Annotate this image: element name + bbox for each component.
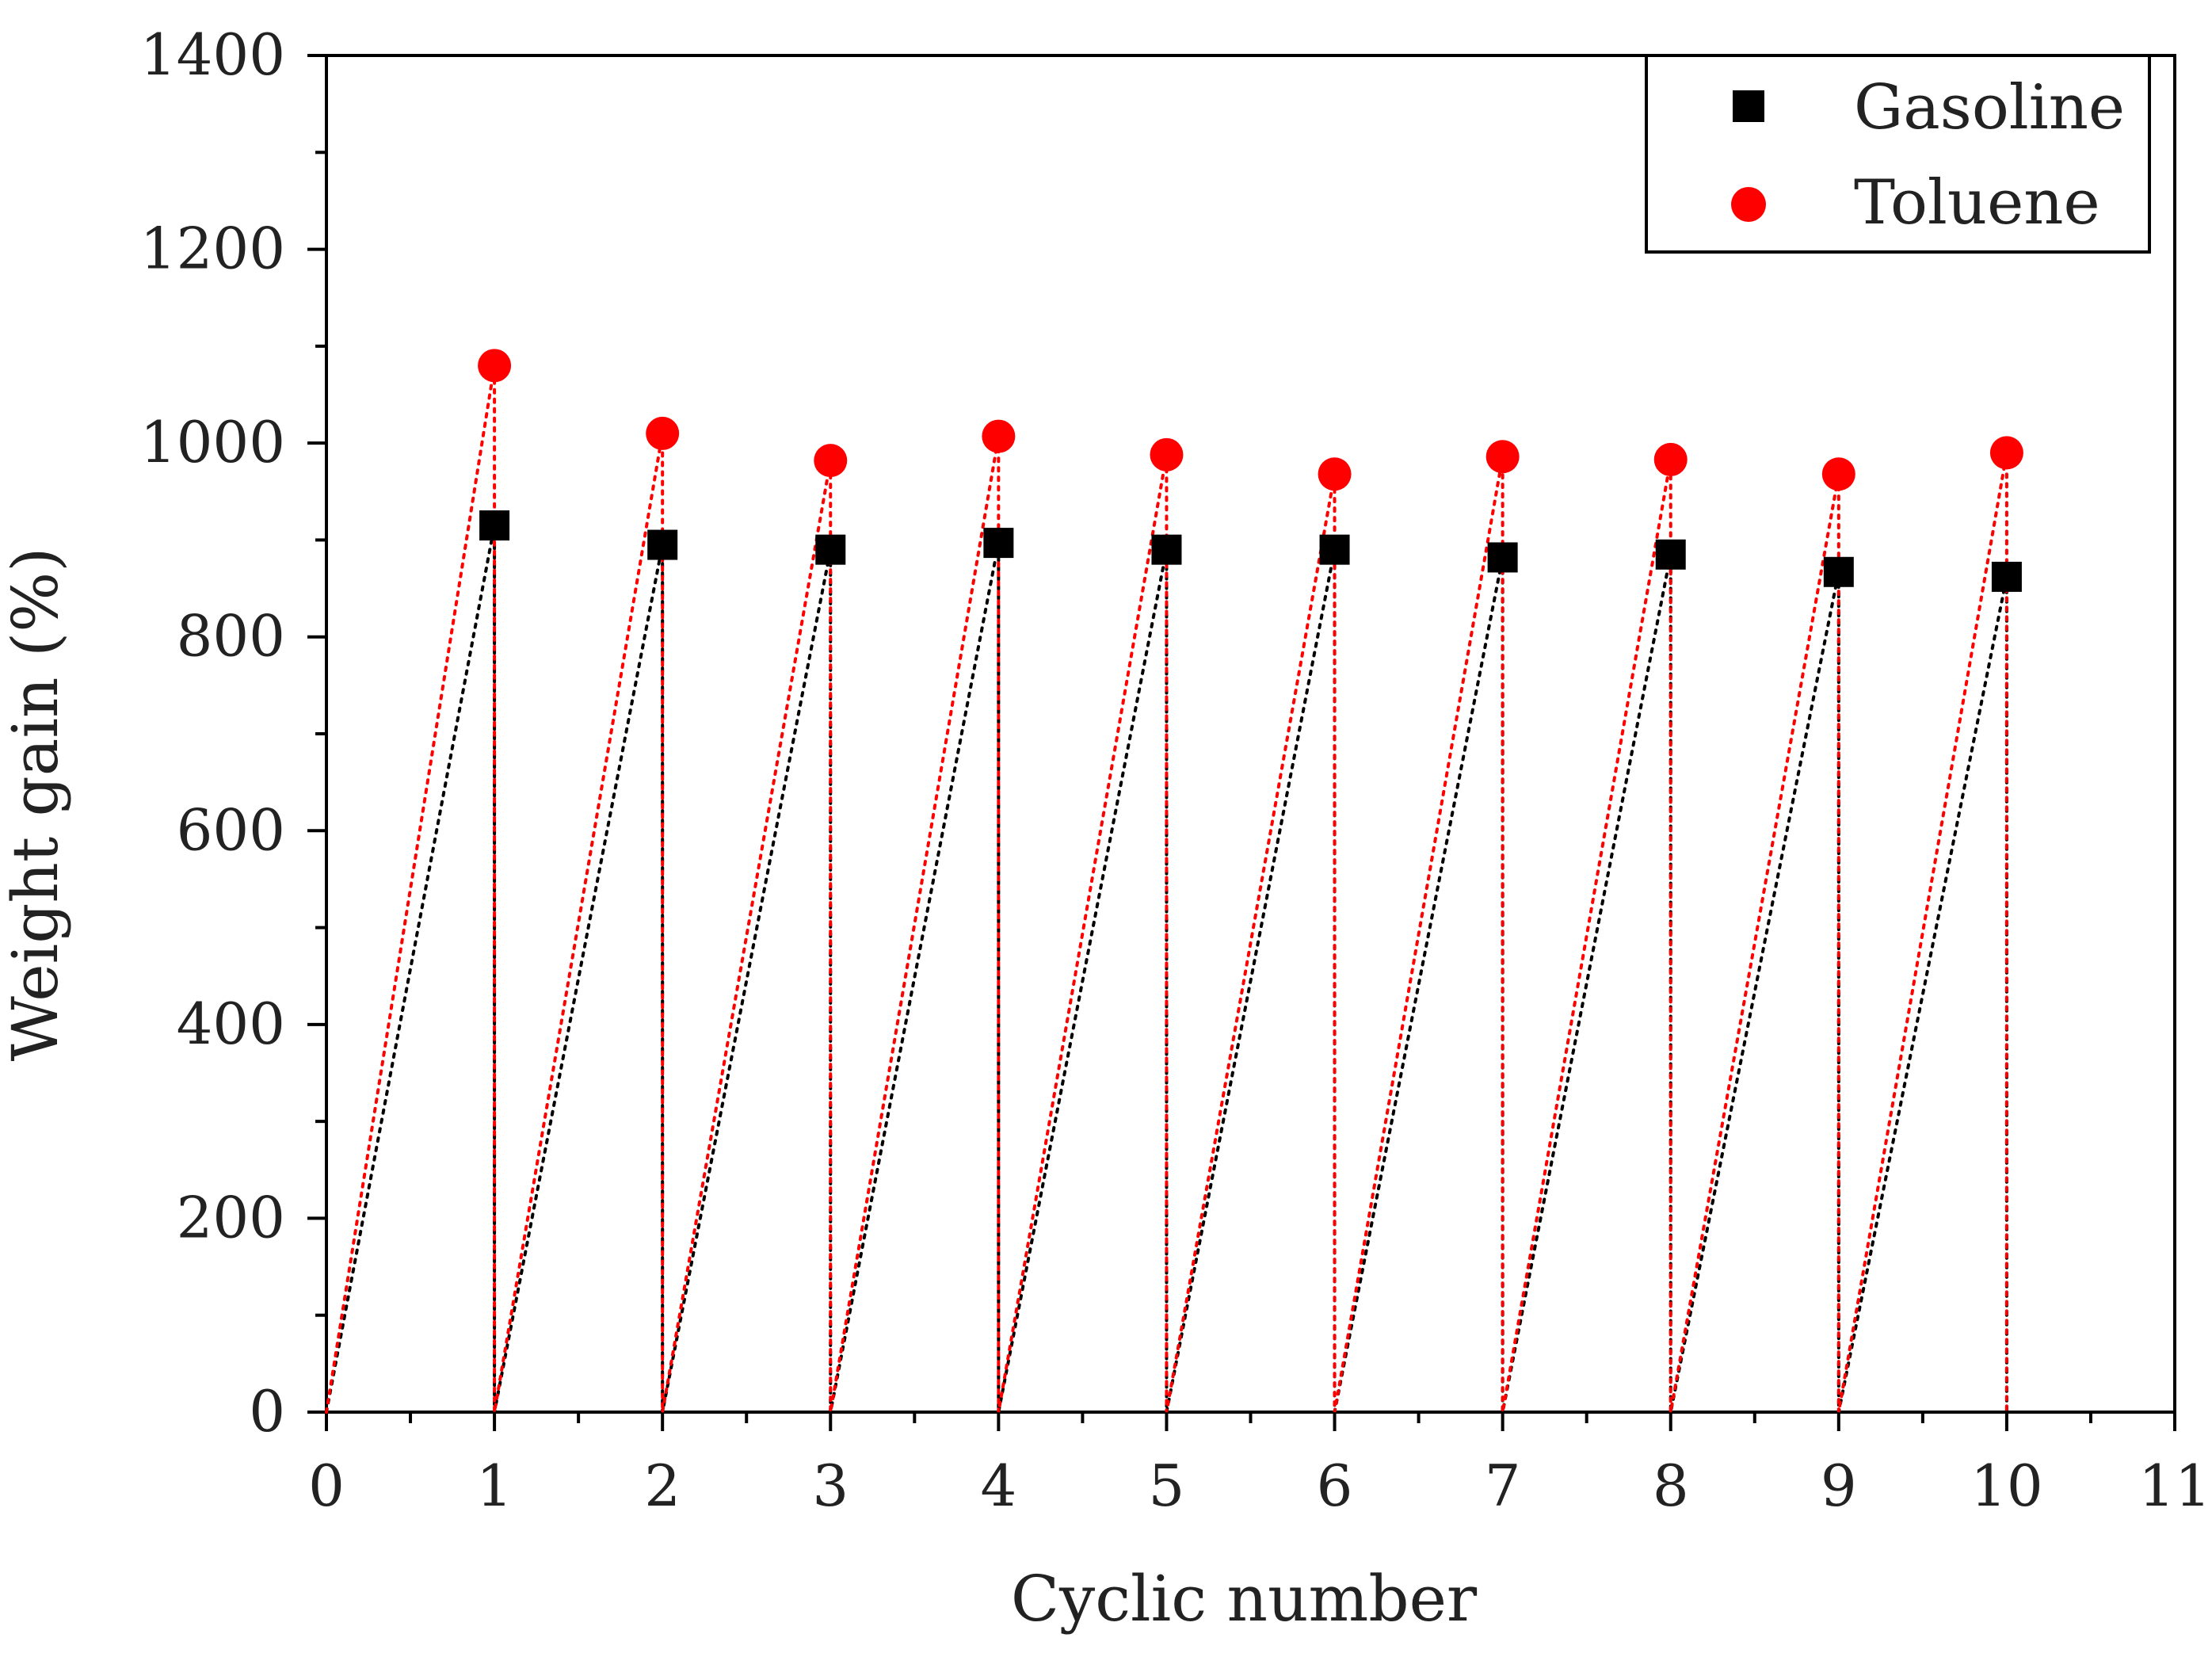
legend-gasoline-marker xyxy=(1733,90,1764,122)
gasoline-point xyxy=(1487,542,1518,573)
plot-frame xyxy=(325,54,2176,1414)
x-tick-label: 5 xyxy=(1149,1453,1185,1519)
y-tick-label: 1200 xyxy=(140,216,285,282)
y-tick-label: 1400 xyxy=(140,21,285,88)
x-tick-label: 7 xyxy=(1485,1453,1521,1519)
toluene-point xyxy=(814,444,848,478)
gasoline-point xyxy=(1319,534,1350,565)
toluene-series-line xyxy=(325,365,2008,1414)
y-tick-label: 1000 xyxy=(140,409,285,475)
x-tick-label: 8 xyxy=(1653,1453,1689,1519)
gasoline-point xyxy=(479,510,510,541)
series-layer xyxy=(325,365,2008,1414)
y-axis-title: Weight gain (%) xyxy=(0,548,72,1062)
gasoline-point xyxy=(647,529,678,560)
legend-toluene-marker xyxy=(1731,187,1766,222)
toluene-point xyxy=(478,349,512,383)
y-tick-label: 400 xyxy=(177,991,285,1057)
x-axis-title: Cyclic number xyxy=(1011,1562,1478,1636)
x-tick-label: 10 xyxy=(1970,1453,2043,1519)
x-tick-label: 9 xyxy=(1821,1453,1857,1519)
marker-layer xyxy=(478,349,2023,592)
y-tick-label: 800 xyxy=(177,603,285,670)
x-tick-label: 1 xyxy=(476,1453,513,1519)
y-tick-label: 0 xyxy=(249,1378,285,1445)
gasoline-point xyxy=(1991,561,2022,592)
y-tick-label: 200 xyxy=(177,1184,285,1250)
x-tick-label: 4 xyxy=(980,1453,1016,1519)
x-tick-label: 2 xyxy=(644,1453,681,1519)
legend-gasoline-label: Gasoline xyxy=(1854,72,2125,143)
legend-box xyxy=(1645,54,2151,254)
toluene-point xyxy=(1150,437,1184,471)
toluene-point xyxy=(1653,442,1688,476)
toluene-point xyxy=(646,416,680,450)
toluene-point xyxy=(1318,457,1352,491)
x-tick-label: 3 xyxy=(812,1453,849,1519)
x-tick-label: 11 xyxy=(2138,1453,2211,1519)
gasoline-point xyxy=(1151,534,1182,565)
toluene-point xyxy=(982,419,1016,453)
legend: Gasoline Toluene xyxy=(1645,54,2151,254)
legend-toluene-label: Toluene xyxy=(1854,167,2100,239)
toluene-point xyxy=(1485,440,1520,474)
gasoline-point xyxy=(815,534,846,565)
gasoline-point xyxy=(1655,539,1686,570)
y-tick-label: 600 xyxy=(177,796,285,863)
gasoline-point xyxy=(983,528,1014,559)
x-tick-label: 0 xyxy=(308,1453,345,1519)
toluene-point xyxy=(1821,457,1855,491)
gasoline-point xyxy=(1823,556,1854,587)
axes-layer: 0 1 2 3 4 5 6 7 8 9 10 11 0 200 400 600 800 1000 1200 1400 xyxy=(140,21,2211,1519)
x-tick-label: 6 xyxy=(1317,1453,1353,1519)
toluene-point xyxy=(1989,436,2023,470)
